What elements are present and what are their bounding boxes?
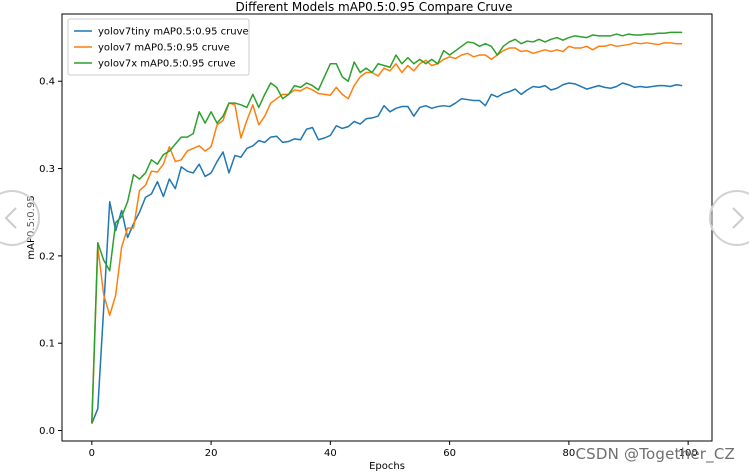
next-image-button[interactable] <box>709 190 749 246</box>
legend-entry-label: yolov7tiny mAP0.5:0.95 cruve <box>98 27 249 38</box>
y-tick-label: 0.0 <box>39 426 55 437</box>
y-tick-label: 0.1 <box>39 339 55 350</box>
legend-entry-label: yolov7x mAP0.5:0.95 cruve <box>98 59 236 70</box>
x-tick-label: 100 <box>679 448 698 459</box>
watermark-text: CSDN @Together_CZ <box>575 445 735 463</box>
series-line-1 <box>91 82 683 424</box>
y-axis-ticks: 0.0 0.1 0.2 0.3 0.4 <box>39 77 62 437</box>
legend-box <box>67 18 250 76</box>
series-line-3 <box>91 31 683 424</box>
plot-frame <box>61 13 713 442</box>
y-tick-label: 0.3 <box>39 164 55 175</box>
x-tick-label: 0 <box>89 448 95 459</box>
x-axis-ticks: 0 20 40 60 80 100 <box>89 441 698 459</box>
y-tick-label: 0.4 <box>39 77 55 88</box>
chevron-left-icon <box>4 207 17 229</box>
x-tick-label: 40 <box>324 448 337 459</box>
x-tick-label: 20 <box>205 448 218 459</box>
legend-entry-label: yolov7 mAP0.5:0.95 cruve <box>98 43 230 54</box>
series-lines <box>91 31 683 424</box>
chevron-right-icon <box>732 207 745 229</box>
x-tick-label: 80 <box>563 448 576 459</box>
x-axis-label: Epochs <box>369 461 405 471</box>
y-tick-label: 0.2 <box>39 251 55 262</box>
x-tick-label: 60 <box>443 448 456 459</box>
series-line-2 <box>91 42 683 424</box>
chart-title: Different Models mAP0.5:0.95 Compare Cru… <box>236 0 513 14</box>
legend: yolov7tiny mAP0.5:0.95 cruve yolov7 mAP0.… <box>67 18 250 76</box>
